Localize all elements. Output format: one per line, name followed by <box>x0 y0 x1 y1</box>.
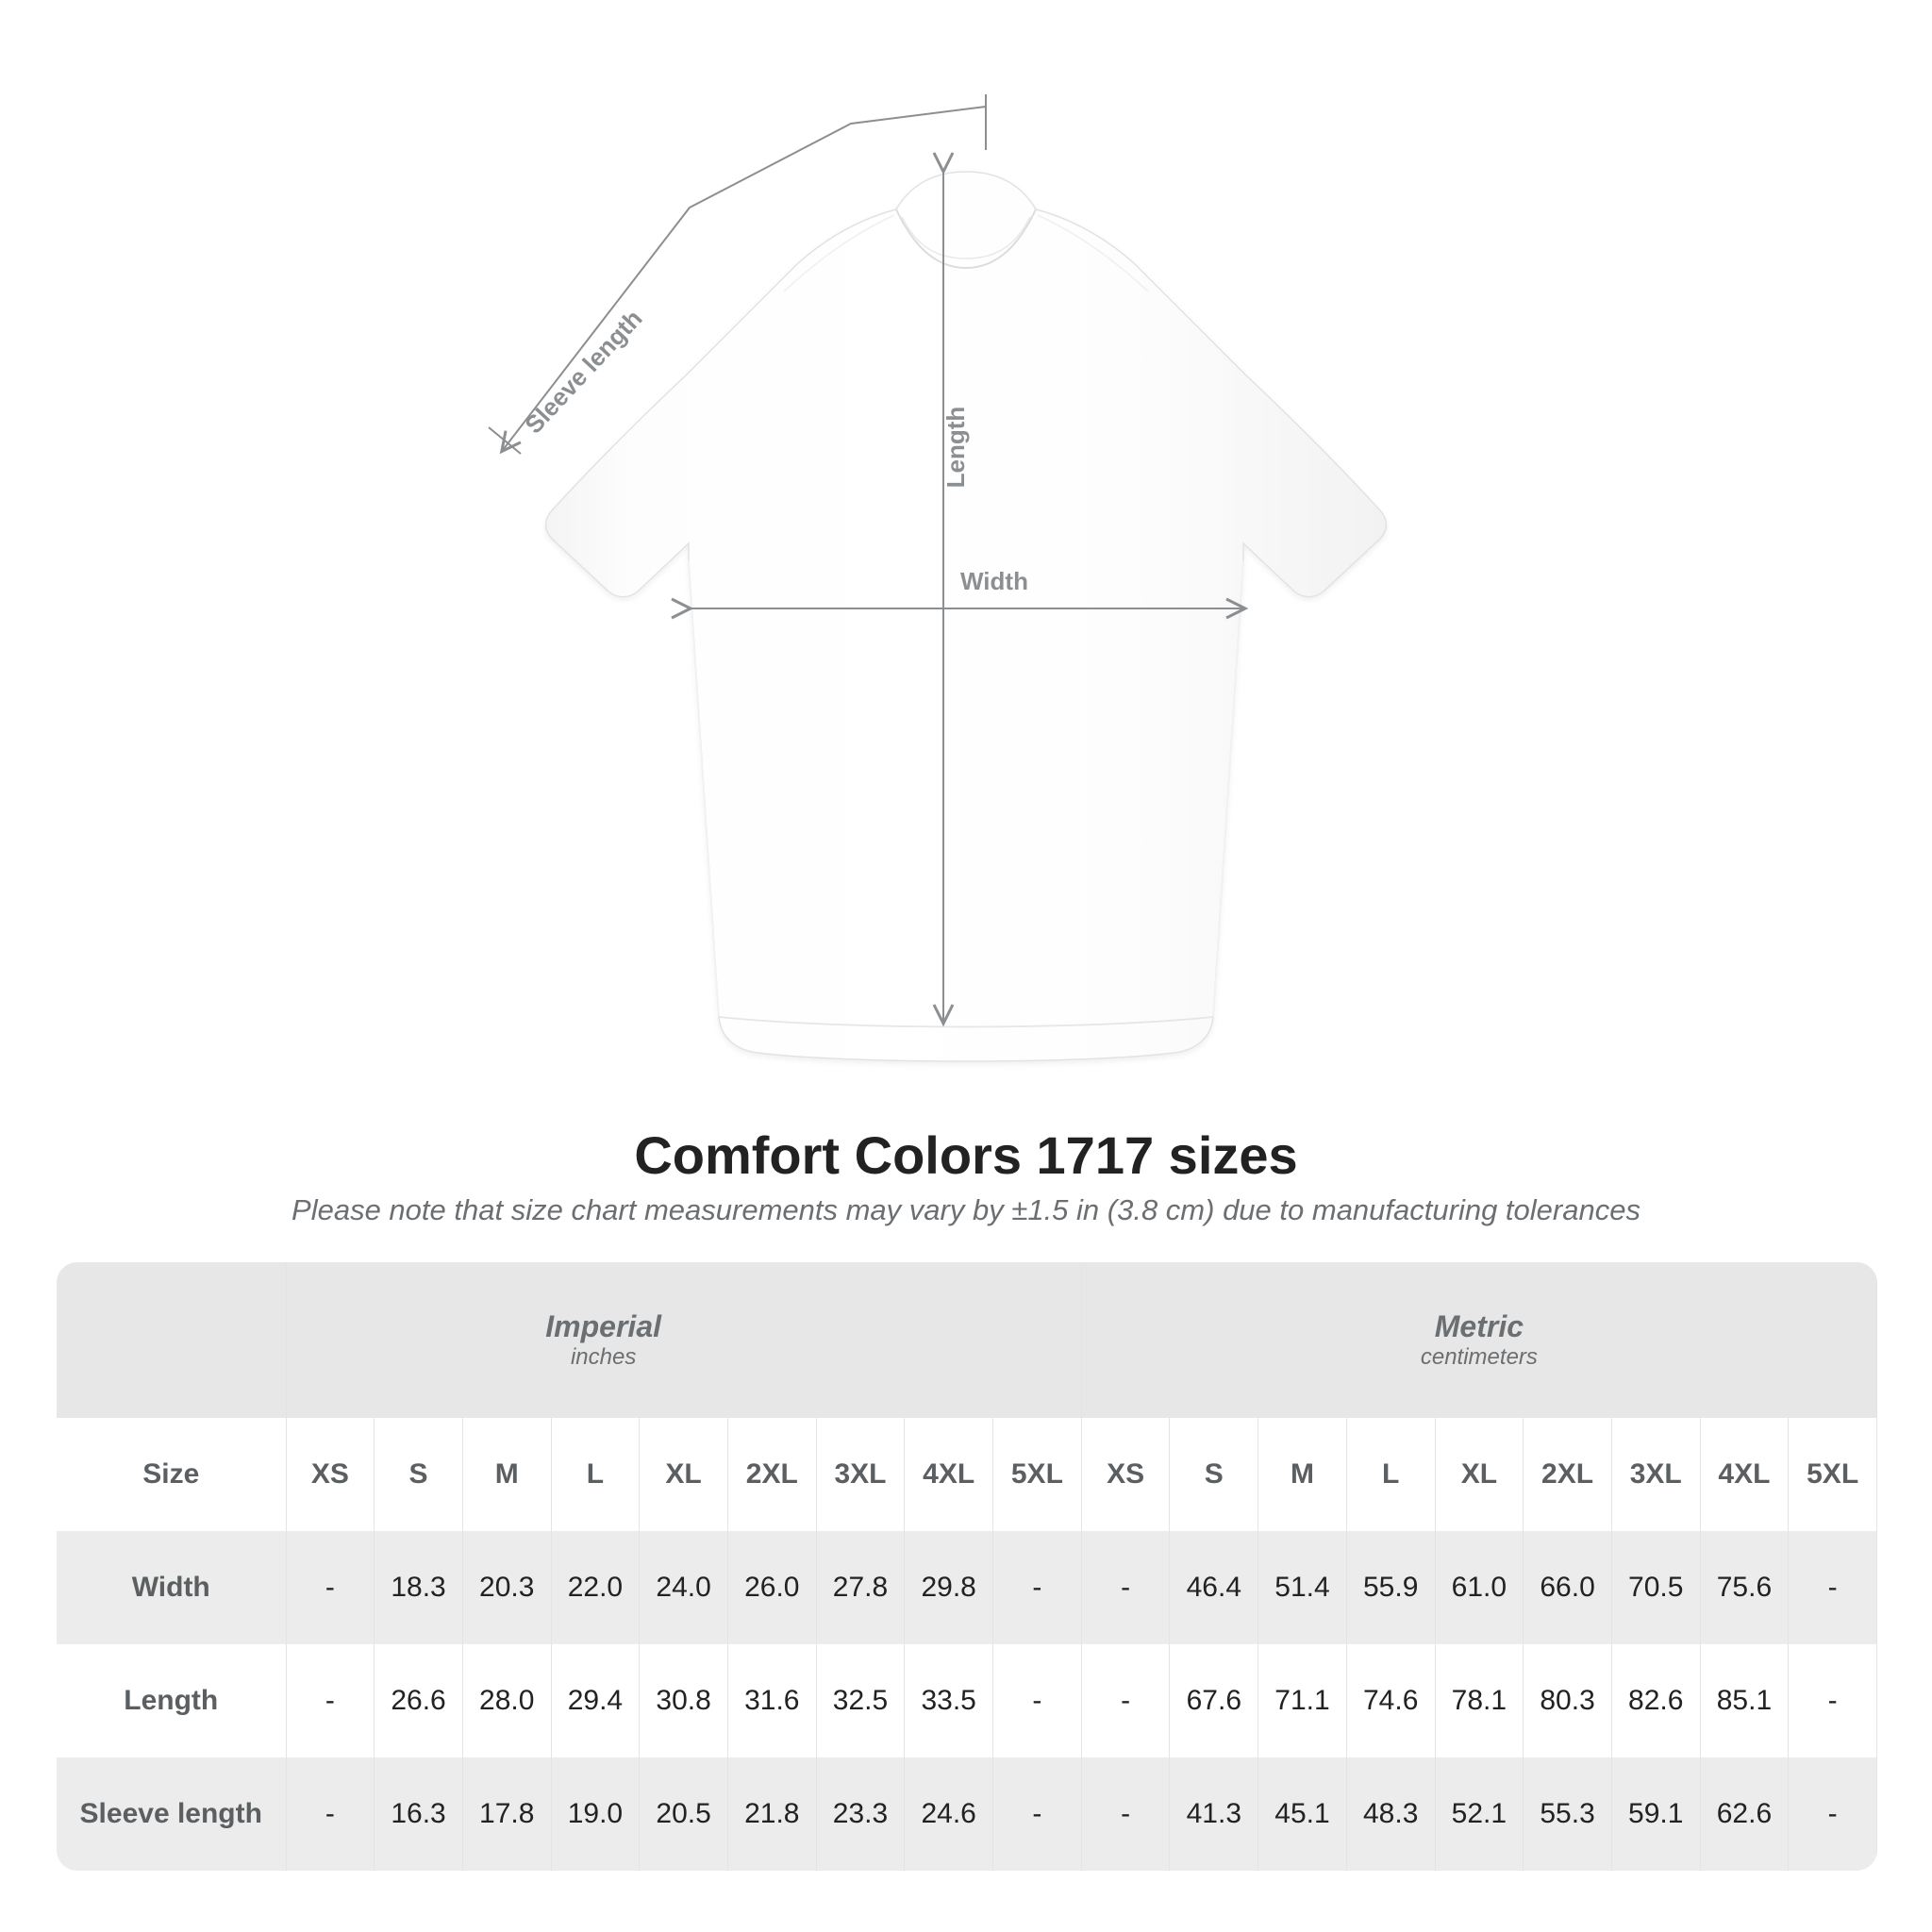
svg-text:Width: Width <box>960 567 1028 595</box>
svg-text:Sleeve length: Sleeve length <box>519 304 647 439</box>
svg-text:Length: Length <box>941 407 970 489</box>
